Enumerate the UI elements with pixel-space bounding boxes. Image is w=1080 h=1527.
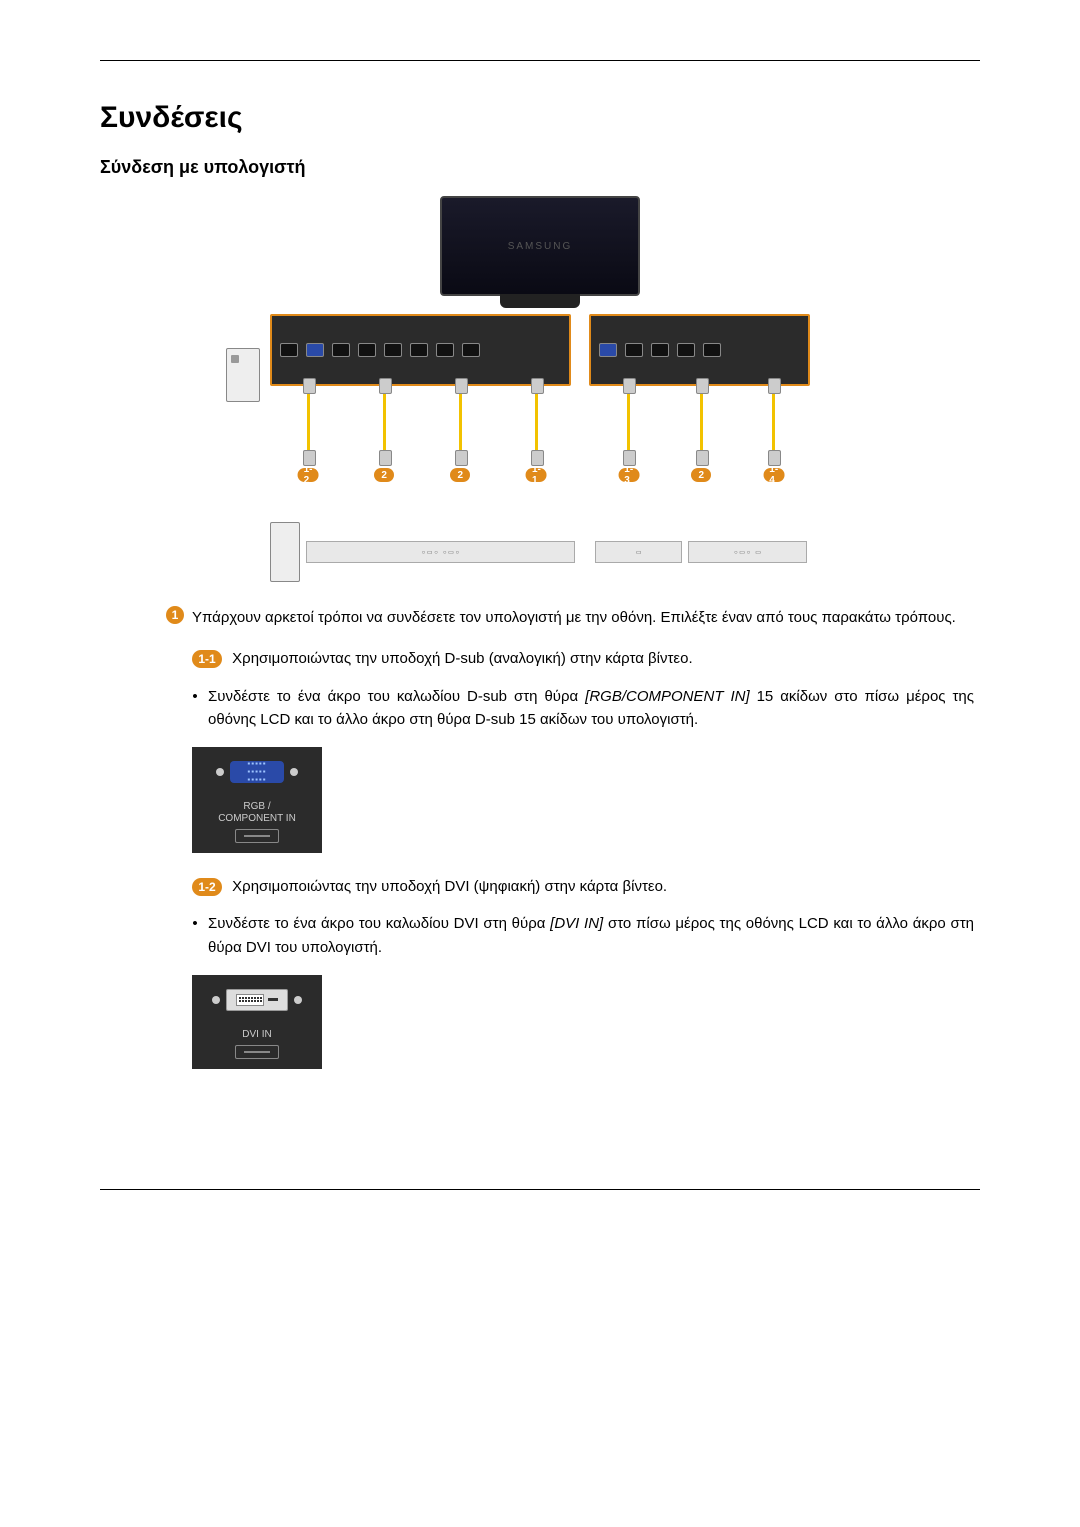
cable-label: 2	[450, 468, 470, 482]
top-rule	[100, 60, 980, 61]
rgb-port-figure: ▪▪▪▪▪▪▪▪▪▪▪▪▪▪▪ RGB /COMPONENT IN	[192, 747, 322, 853]
bottom-rule	[100, 1189, 980, 1190]
bullet-1-1-pre: Συνδέστε το ένα άκρο του καλωδίου D-sub …	[208, 688, 585, 705]
vga-connector-icon: ▪▪▪▪▪▪▪▪▪▪▪▪▪▪▪	[230, 761, 284, 783]
connection-diagram: SAMSUNG 1-2 2 2 1-1 1-3	[100, 196, 980, 582]
intro-text: Υπάρχουν αρκετοί τρόποι να συνδέσετε τον…	[192, 609, 956, 626]
page-title: Συνδέσεις	[100, 101, 980, 135]
rgb-port-label: RGB /COMPONENT IN	[218, 801, 296, 825]
bullet-1-2-em: [DVI IN]	[550, 915, 603, 932]
pc-back-left: ○ ▭ ○ ○ ▭ ○	[270, 522, 575, 582]
pc-back-right: ▭ ○ ▭ ○ ▭	[593, 522, 811, 582]
cable-group-right: 1-3 2 1-4	[593, 392, 811, 488]
io-panel-right	[589, 314, 810, 386]
dvi-connector-icon	[226, 989, 288, 1011]
step-1-1-text: Χρησιμοποιώντας την υποδοχή D-sub (αναλο…	[232, 650, 692, 667]
cable-group-left: 1-2 2 2 1-1	[270, 392, 575, 488]
cable-label: 1-1	[526, 468, 547, 482]
intro-paragraph: 1 Υπάρχουν αρκετοί τρόποι να συνδέσετε τ…	[192, 606, 974, 629]
cable-label: 1-2	[298, 468, 319, 482]
pc-tower-icon	[270, 522, 300, 582]
badge-1-2: 1-2	[192, 878, 222, 896]
dvi-port-figure: DVI IN	[192, 975, 322, 1069]
bullet-1-1-em: [RGB/COMPONENT IN]	[585, 688, 749, 705]
monitor-brand: SAMSUNG	[508, 241, 573, 252]
bullet-1-2: • Συνδέστε το ένα άκρο του καλωδίου DVI …	[192, 912, 974, 959]
cable-label: 1-4	[763, 468, 784, 482]
io-panel-left	[270, 314, 571, 386]
cable-label: 1-3	[618, 468, 639, 482]
pc-side-icon	[226, 348, 260, 402]
cable-label: 2	[691, 468, 711, 482]
step-1-1: 1-1 Χρησιμοποιώντας την υποδοχή D-sub (α…	[192, 647, 974, 670]
step-1-2-text: Χρησιμοποιώντας την υποδοχή DVI (ψηφιακή…	[232, 878, 667, 895]
page-subtitle: Σύνδεση με υπολογιστή	[100, 157, 980, 178]
bullet-1-1: • Συνδέστε το ένα άκρο του καλωδίου D-su…	[192, 685, 974, 732]
badge-1: 1	[166, 606, 184, 624]
dvi-port-label: DVI IN	[235, 1029, 279, 1041]
step-1-2: 1-2 Χρησιμοποιώντας την υποδοχή DVI (ψηφ…	[192, 875, 974, 898]
bullet-1-2-pre: Συνδέστε το ένα άκρο του καλωδίου DVI στ…	[208, 915, 550, 932]
badge-1-1: 1-1	[192, 650, 222, 668]
cable-label: 2	[374, 468, 394, 482]
monitor-icon: SAMSUNG	[440, 196, 640, 296]
